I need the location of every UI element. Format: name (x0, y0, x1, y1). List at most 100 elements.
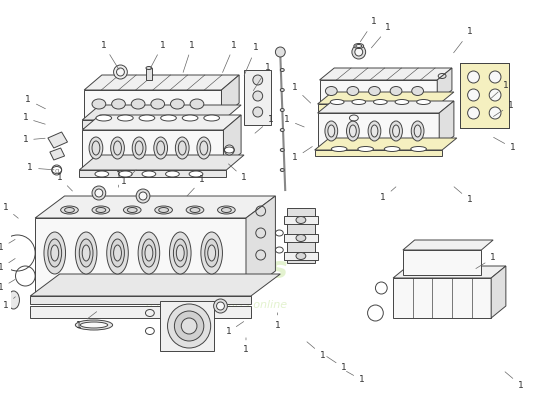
Ellipse shape (296, 234, 306, 242)
Polygon shape (403, 240, 493, 250)
Polygon shape (315, 138, 457, 150)
Ellipse shape (128, 208, 137, 212)
Polygon shape (491, 266, 506, 318)
Polygon shape (393, 278, 491, 318)
Text: 1: 1 (371, 24, 391, 48)
Ellipse shape (346, 121, 359, 141)
Circle shape (95, 189, 103, 197)
Ellipse shape (347, 86, 359, 96)
Ellipse shape (352, 100, 366, 104)
Text: a passion for parts online: a passion for parts online (146, 300, 287, 310)
Text: 1: 1 (28, 164, 54, 172)
Ellipse shape (145, 245, 153, 261)
Ellipse shape (118, 171, 132, 177)
Text: 1: 1 (327, 356, 347, 372)
Ellipse shape (218, 206, 235, 214)
Circle shape (174, 311, 204, 341)
Text: 1: 1 (226, 322, 244, 336)
Polygon shape (82, 115, 241, 130)
Text: 1: 1 (228, 164, 247, 182)
Ellipse shape (154, 137, 168, 159)
Bar (284, 252, 317, 260)
Ellipse shape (190, 99, 204, 109)
Circle shape (489, 71, 501, 83)
Ellipse shape (75, 232, 97, 274)
Text: 1: 1 (3, 204, 18, 218)
Ellipse shape (82, 245, 90, 261)
Text: 1: 1 (505, 372, 524, 390)
Ellipse shape (51, 245, 59, 261)
Polygon shape (320, 80, 437, 102)
Polygon shape (79, 155, 244, 170)
Circle shape (355, 48, 362, 56)
Ellipse shape (208, 245, 216, 261)
Polygon shape (244, 70, 272, 125)
Ellipse shape (178, 141, 186, 155)
Ellipse shape (157, 141, 164, 155)
Ellipse shape (395, 100, 409, 104)
Polygon shape (35, 218, 246, 293)
Circle shape (92, 186, 106, 200)
Ellipse shape (200, 141, 208, 155)
Ellipse shape (161, 115, 177, 121)
Ellipse shape (142, 171, 156, 177)
Text: 1: 1 (0, 280, 15, 292)
Text: 1: 1 (223, 40, 237, 72)
Ellipse shape (390, 86, 402, 96)
Ellipse shape (331, 100, 344, 104)
Ellipse shape (296, 252, 306, 260)
Text: 1: 1 (381, 187, 396, 202)
Polygon shape (223, 115, 241, 168)
Text: eurospares: eurospares (96, 256, 288, 284)
Polygon shape (317, 92, 454, 104)
Text: 1: 1 (454, 187, 472, 204)
Circle shape (224, 145, 234, 155)
Circle shape (253, 75, 263, 85)
Ellipse shape (112, 99, 125, 109)
Text: 1: 1 (284, 116, 304, 127)
Ellipse shape (8, 291, 19, 309)
Ellipse shape (79, 239, 93, 267)
Polygon shape (50, 148, 64, 160)
Text: 1: 1 (243, 338, 249, 354)
Ellipse shape (131, 99, 145, 109)
Polygon shape (437, 68, 452, 102)
Ellipse shape (373, 100, 387, 104)
Ellipse shape (155, 206, 173, 214)
Polygon shape (403, 250, 481, 275)
Ellipse shape (173, 239, 187, 267)
Ellipse shape (135, 141, 143, 155)
Ellipse shape (182, 115, 198, 121)
Ellipse shape (204, 115, 219, 121)
Polygon shape (315, 150, 442, 156)
Ellipse shape (95, 171, 109, 177)
Text: 1: 1 (25, 96, 46, 109)
Ellipse shape (146, 66, 152, 70)
Ellipse shape (325, 121, 338, 141)
Ellipse shape (354, 44, 364, 48)
Circle shape (253, 107, 263, 117)
Ellipse shape (280, 148, 284, 152)
Circle shape (489, 89, 501, 101)
Ellipse shape (96, 208, 106, 212)
Text: 1: 1 (244, 44, 258, 76)
Circle shape (217, 302, 224, 310)
Ellipse shape (328, 125, 335, 137)
Polygon shape (222, 75, 239, 118)
Text: 1: 1 (187, 176, 205, 196)
Polygon shape (82, 120, 223, 128)
Ellipse shape (75, 320, 113, 330)
Ellipse shape (384, 146, 400, 152)
Text: 1: 1 (101, 40, 119, 70)
Ellipse shape (48, 239, 62, 267)
Ellipse shape (107, 232, 128, 274)
Polygon shape (287, 208, 315, 263)
Ellipse shape (60, 206, 78, 214)
Ellipse shape (197, 137, 211, 159)
Text: 1: 1 (76, 312, 97, 330)
Ellipse shape (331, 146, 347, 152)
Bar (460, 63, 509, 128)
Polygon shape (30, 274, 280, 296)
Ellipse shape (412, 86, 424, 96)
Polygon shape (35, 196, 276, 218)
